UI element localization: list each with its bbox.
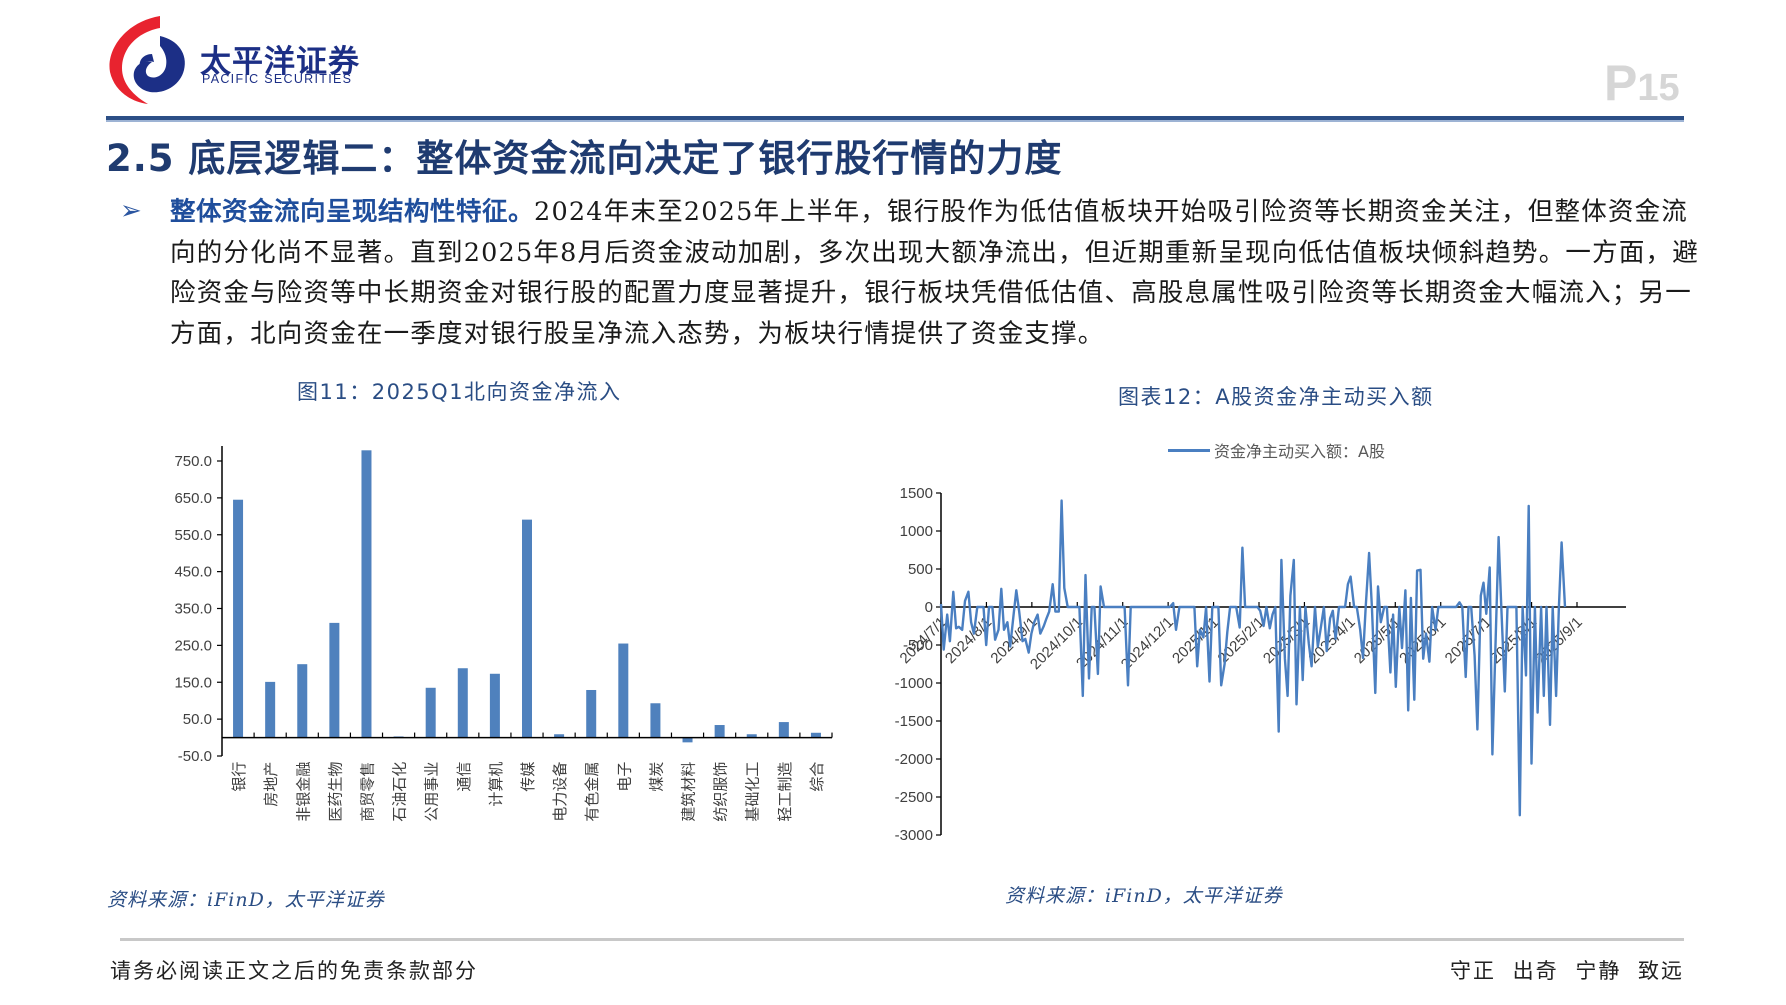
logo-chinese-name: 太平洋证券 (200, 44, 360, 80)
northbound-inflow-bar-chart: -50.0 50.0 150.0 250.0 350.0 450.0 550.0 650.0 7… (174, 446, 833, 822)
bar (618, 643, 629, 738)
y-tick-label: -500 (903, 637, 933, 654)
category-label: 煤炭 (648, 762, 665, 792)
x-tick-label: 2025/2/1 (1215, 614, 1268, 667)
y-tick-label: -2000 (895, 751, 933, 768)
bar (810, 732, 821, 738)
footer-disclaimer: 请务必阅读正文之后的免责条款部分 (110, 959, 478, 983)
figure-11-source: 资料来源：iFinD，太平洋证券 (107, 889, 385, 911)
y-tick-label: -1000 (895, 675, 933, 692)
y-tick-label: 1000 (900, 523, 933, 540)
category-label: 有色金属 (584, 762, 601, 822)
body-paragraph: 整体资金流向呈现结构性特征。2024年末至2025年上半年，银行股作为低估值板块… (170, 192, 1700, 354)
category-label: 电力设备 (552, 762, 569, 822)
figure-12-source: 资料来源：iFinD，太平洋证券 (1005, 885, 1283, 907)
y-tick-label: 750.0 (174, 453, 212, 470)
y-tick-label: 550.0 (174, 527, 212, 544)
footer-divider (120, 938, 1684, 941)
bar (425, 687, 436, 738)
bar (297, 664, 308, 738)
bar (329, 622, 340, 738)
y-tick-label: 50.0 (183, 711, 212, 728)
y-tick-label: 250.0 (174, 637, 212, 654)
category-label: 公用事业 (424, 762, 441, 822)
page-label: P (1604, 55, 1638, 111)
paragraph-lead: 整体资金流向呈现结构性特征。 (170, 197, 535, 227)
bar (233, 499, 244, 738)
y-tick-label: -1500 (895, 713, 933, 730)
bar (265, 681, 276, 738)
y-tick-label: 650.0 (174, 490, 212, 507)
figure-11-title: 图11：2025Q1北向资金净流入 (297, 380, 622, 404)
bar (554, 734, 565, 738)
category-label: 石油石化 (392, 762, 409, 822)
page-number: P15 (1604, 58, 1680, 108)
bar (650, 703, 661, 738)
bar (682, 737, 693, 743)
category-label: 纺织服饰 (713, 762, 730, 822)
y-tick-label: 350.0 (174, 601, 212, 618)
arrow-bullet-icon: ➢ (120, 196, 142, 226)
category-label: 非银金融 (295, 762, 312, 822)
category-label: 通信 (456, 762, 473, 792)
y-tick-label: 0 (925, 599, 933, 616)
y-tick-label: -3000 (895, 827, 933, 844)
category-label: 电子 (616, 762, 633, 792)
category-label: 商贸零售 (359, 762, 376, 822)
category-label: 医药生物 (327, 762, 344, 822)
net-buy-series-line (939, 499, 1567, 817)
bar (586, 689, 597, 738)
bar (361, 450, 372, 738)
category-label: 计算机 (487, 762, 505, 807)
a-share-net-buy-line-chart: -3000 -2500 -2000 -1500 -1000 -500 0 500 1000 150… (895, 485, 1626, 844)
category-label: 建筑材料 (681, 762, 698, 822)
bar (522, 519, 532, 738)
category-label: 基础化工 (745, 762, 762, 822)
category-label: 轻工制造 (777, 762, 794, 822)
category-label: 银行 (231, 762, 248, 792)
category-label: 传媒 (520, 762, 537, 792)
bar (714, 725, 725, 738)
bar (746, 734, 757, 738)
chart-legend: 资金净主动买入额：A股 (1168, 438, 1385, 462)
logo-english-name: PACIFIC SECURITIES (202, 72, 353, 86)
y-tick-label: 1500 (900, 485, 933, 502)
bar (778, 722, 789, 738)
category-label: 综合 (809, 762, 826, 792)
legend-label: 资金净主动买入额：A股 (1214, 442, 1385, 461)
y-tick-label: 500 (908, 561, 933, 578)
bar (489, 673, 500, 738)
y-tick-label: -50.0 (178, 748, 212, 765)
figure-12-title: 图表12：A股资金净主动买入额 (1118, 385, 1434, 409)
header-divider (106, 116, 1684, 122)
paragraph-body: 2024年末至2025年上半年，银行股作为低估值板块开始吸引险资等长期资金关注，… (170, 197, 1699, 349)
pacific-securities-logo-icon (109, 16, 185, 104)
section-title: 2.5 底层逻辑二：整体资金流向决定了银行股行情的力度 (106, 137, 1063, 180)
footer-motto: 守正 出奇 宁静 致远 (1449, 959, 1684, 983)
bar (457, 668, 468, 738)
y-tick-label: -2500 (895, 789, 933, 806)
page-number-value: 15 (1637, 67, 1680, 109)
category-label: 房地产 (263, 762, 280, 807)
y-tick-label: 450.0 (174, 564, 212, 581)
legend-line-swatch-icon (1168, 448, 1210, 452)
y-tick-label: 150.0 (174, 674, 212, 691)
